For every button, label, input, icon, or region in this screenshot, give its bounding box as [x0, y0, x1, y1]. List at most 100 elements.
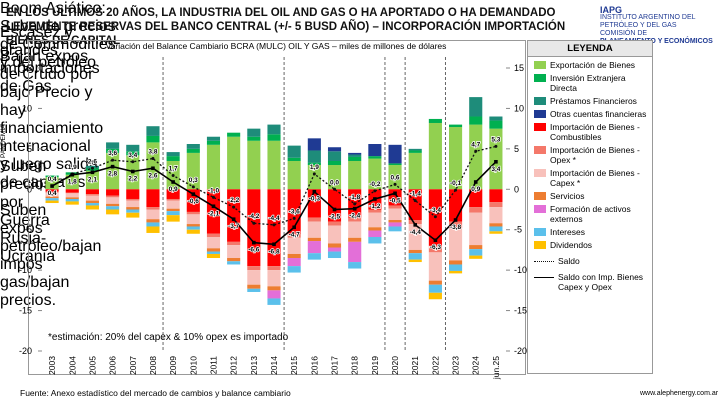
bar: [408, 259, 422, 263]
bar: [469, 212, 483, 246]
legend-item: Servicios: [534, 191, 648, 201]
legend-swatch: [534, 228, 546, 236]
y2-tick-label: -20: [514, 346, 527, 356]
bar: [126, 151, 140, 156]
bar: [327, 151, 342, 161]
y-tick-label: 0: [27, 184, 32, 194]
bar: [126, 198, 140, 201]
logo-text: INSTITUTO ARGENTINO DEL PETRÓLEO Y DEL G…: [600, 14, 696, 29]
bar: [65, 201, 79, 205]
bar: [85, 189, 99, 195]
x-tick-label: 2011: [208, 356, 218, 375]
x-tick-label: 2007: [128, 356, 138, 375]
data-label: -0,2: [369, 181, 381, 188]
legend-swatch: [534, 110, 546, 118]
x-tick-label: 2017: [330, 356, 340, 375]
legend: LEYENDA Exportación de Bienes Inversión E…: [527, 40, 653, 374]
logo-text: COMISIÓN DE: [600, 30, 648, 37]
point: [292, 216, 296, 220]
x-tick-label: 2024: [471, 356, 481, 375]
bar: [206, 253, 221, 259]
bar: [166, 211, 180, 216]
legend-item: Inversión Extranjera Directa: [534, 73, 648, 93]
bar: [489, 120, 503, 129]
bar: [489, 202, 503, 208]
bar: [146, 207, 160, 210]
y2-tick-label: -15: [514, 306, 527, 316]
legend-swatch: [534, 169, 546, 177]
point: [191, 192, 196, 196]
data-label: 3,4: [491, 166, 500, 173]
data-label: -1,8: [349, 194, 361, 201]
bar: [106, 209, 120, 215]
bar: [45, 192, 59, 197]
bar: [287, 160, 301, 190]
bar: [267, 140, 281, 190]
point: [131, 160, 135, 164]
bar: [368, 144, 382, 157]
bar: [206, 136, 221, 141]
bar: [166, 152, 180, 157]
point: [373, 197, 377, 201]
bar: [307, 241, 321, 254]
data-label: -4,4: [268, 215, 280, 222]
point: [393, 182, 397, 186]
bar: [45, 196, 59, 199]
subtitle: Variación del Balance Cambiario BCRA (MU…: [106, 41, 447, 51]
bar: [449, 260, 463, 265]
data-label: 5,3: [491, 136, 500, 143]
bar: [45, 200, 59, 204]
bar: [489, 226, 503, 232]
legend-item: Otras cuentas financieras: [534, 109, 648, 119]
data-label: 1,8: [68, 179, 77, 186]
point: [130, 169, 135, 174]
annotation: PANDEMIA: [0, 124, 7, 158]
bar: [126, 200, 140, 208]
data-label: -2,1: [208, 210, 220, 217]
bar: [45, 175, 59, 178]
x-tick-label: 2018: [350, 356, 360, 375]
point: [292, 225, 296, 230]
point: [252, 221, 256, 225]
bar: [449, 228, 463, 261]
bar: [65, 192, 79, 194]
y2-tick-label: 5: [514, 144, 519, 154]
bar: [146, 189, 160, 208]
bar: [267, 298, 281, 305]
point: [413, 199, 417, 203]
data-label: 0,9: [169, 186, 178, 193]
point: [70, 172, 75, 177]
y2-tick-label: 15: [514, 63, 524, 73]
point: [373, 189, 377, 193]
point: [333, 187, 337, 191]
bar: [227, 258, 241, 262]
data-label: -1,4: [410, 191, 422, 198]
bar: [307, 217, 321, 222]
bar: [106, 152, 120, 190]
bar: [307, 221, 321, 238]
bar: [146, 219, 160, 223]
bar: [206, 236, 221, 249]
data-label: -3,6: [289, 208, 301, 215]
bar: [489, 231, 503, 234]
legend-item: Importación de Bienes - Capex *: [534, 168, 648, 188]
bar: [489, 189, 503, 203]
bar: [247, 270, 261, 285]
bar: [247, 136, 261, 141]
bar: [469, 116, 483, 125]
data-label: 2,1: [88, 176, 97, 183]
y-tick-label: -10: [19, 265, 32, 275]
bar: [449, 189, 463, 222]
legend-label: Servicios: [550, 191, 585, 201]
data-label: -3,8: [450, 224, 462, 231]
bar: [186, 152, 200, 190]
x-tick-label: 2009: [168, 356, 178, 375]
bar: [146, 126, 160, 136]
bar: [206, 248, 221, 252]
point: [171, 174, 175, 178]
point: [90, 166, 94, 170]
x-tick-label: 2012: [229, 356, 239, 375]
x-tick-label: jun.25: [491, 356, 501, 380]
bar: [227, 245, 241, 259]
bar: [368, 212, 382, 228]
